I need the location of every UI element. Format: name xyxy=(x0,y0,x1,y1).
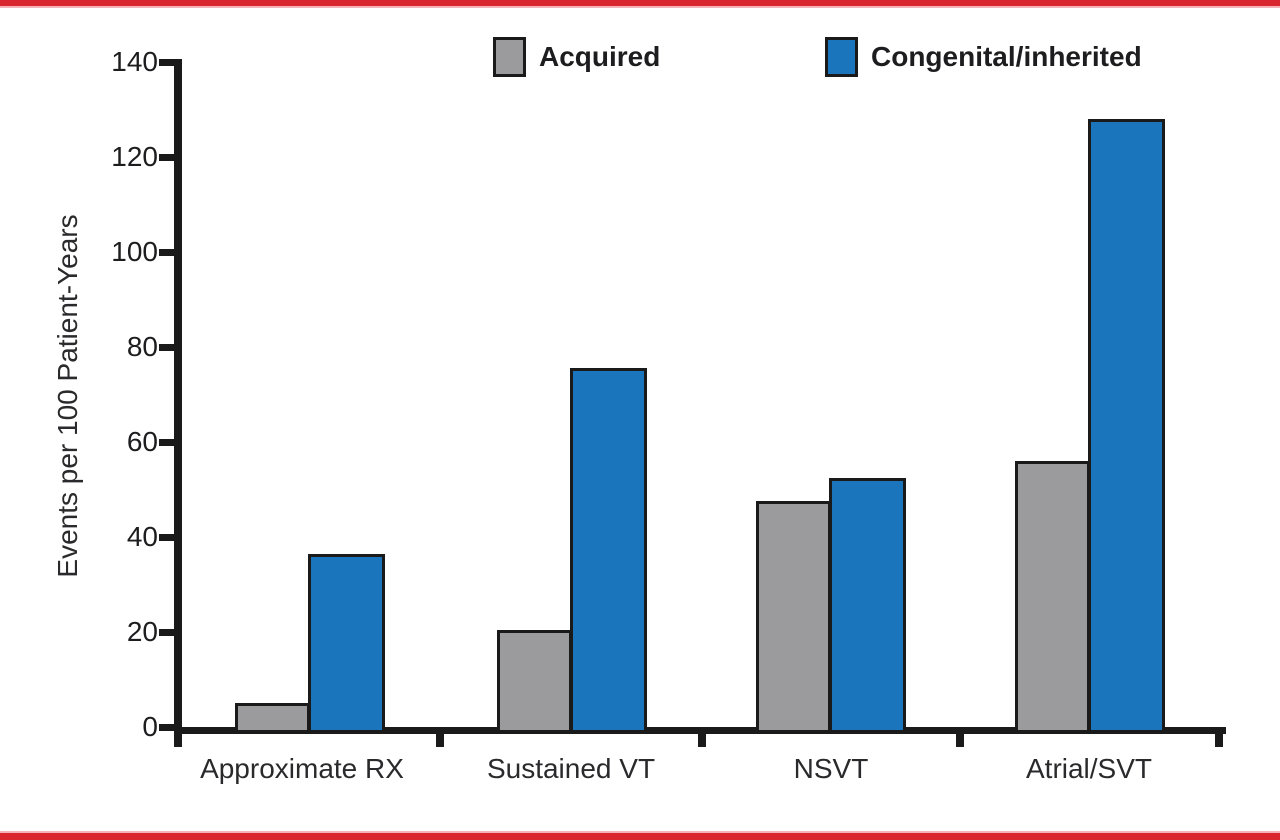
y-tick-label: 120 xyxy=(111,141,158,172)
top-red-rule xyxy=(0,0,1280,6)
bottom-red-rule xyxy=(0,833,1280,840)
y-axis-tick xyxy=(159,59,175,66)
y-axis-tick xyxy=(159,629,175,636)
legend-swatch-congenital xyxy=(825,37,858,77)
y-tick-label: 60 xyxy=(126,426,158,457)
y-axis-tick xyxy=(159,724,175,731)
x-axis-tick xyxy=(698,734,706,747)
y-tick-label: 0 xyxy=(142,711,158,742)
y-axis-tick xyxy=(159,154,175,161)
y-axis-tick xyxy=(159,344,175,351)
y-tick-label: 40 xyxy=(126,521,158,552)
x-axis-tick xyxy=(956,734,964,747)
y-axis-line xyxy=(174,59,182,747)
bar-sustained-vt-congenital xyxy=(570,368,647,730)
legend-swatch-acquired xyxy=(493,37,526,77)
bar-atrial-svt-acquired xyxy=(1015,461,1090,730)
bar-atrial-svt-congenital xyxy=(1088,119,1165,730)
y-axis-tick xyxy=(159,439,175,446)
bar-approximate-rx-acquired xyxy=(235,703,310,730)
y-tick-label: 140 xyxy=(111,46,158,77)
y-tick-label: 20 xyxy=(126,616,158,647)
x-category-label: Sustained VT xyxy=(486,753,656,784)
x-category-label: NSVT xyxy=(793,753,869,784)
x-category-label: Atrial/SVT xyxy=(1025,753,1153,784)
bottom-red-rule-light xyxy=(0,831,1280,833)
bar-sustained-vt-acquired xyxy=(497,630,572,730)
legend-item-acquired: Acquired xyxy=(493,37,660,77)
legend-item-congenital: Congenital/inherited xyxy=(825,37,1142,77)
y-tick-label: 80 xyxy=(126,331,158,362)
top-red-rule-light xyxy=(0,6,1280,8)
y-axis-tick xyxy=(159,534,175,541)
y-tick-label: 100 xyxy=(111,236,158,267)
bar-approximate-rx-congenital xyxy=(308,554,385,730)
x-category-label: Approximate RX xyxy=(200,753,404,784)
legend-label-congenital: Congenital/inherited xyxy=(871,41,1142,72)
x-axis-line xyxy=(174,727,1226,734)
x-axis-tick xyxy=(1215,734,1223,747)
x-axis-tick xyxy=(436,734,444,747)
legend-label-acquired: Acquired xyxy=(539,41,661,72)
y-axis-tick xyxy=(159,249,175,256)
bar-nsvt-congenital xyxy=(829,478,906,730)
bar-nsvt-acquired xyxy=(756,501,831,730)
